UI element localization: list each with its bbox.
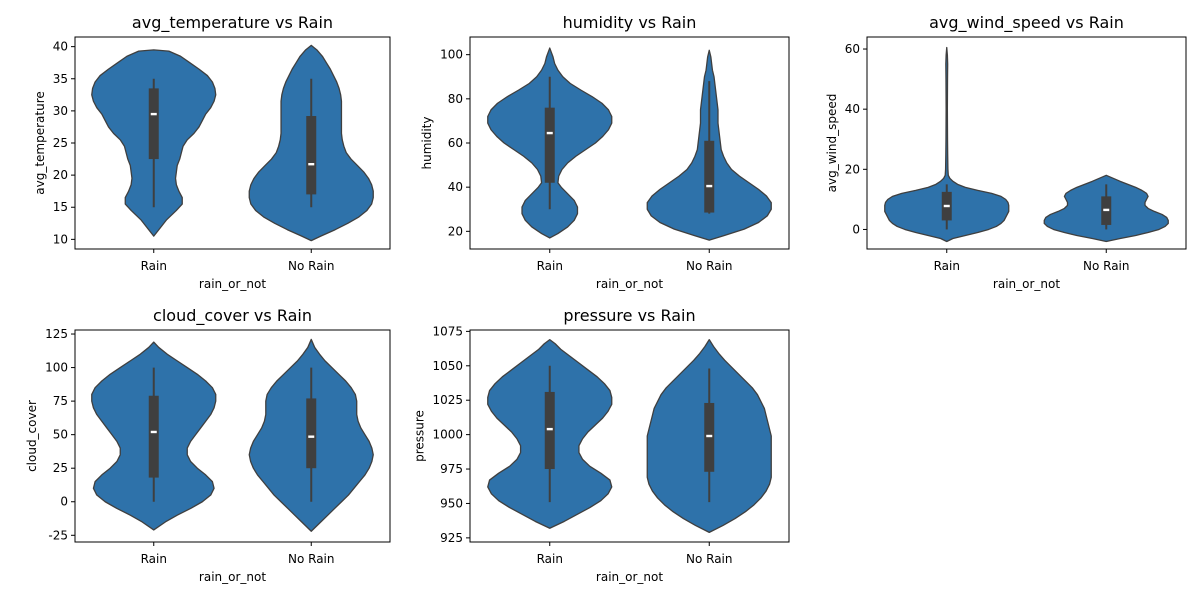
- median-marker-no-rain: [706, 434, 713, 438]
- x-tick-label-no-rain: No Rain: [288, 259, 335, 273]
- x-axis-label: rain_or_not: [596, 570, 663, 584]
- y-tick-label: 10: [53, 232, 68, 246]
- y-axis-label: cloud_cover: [25, 400, 39, 472]
- y-tick-label: 100: [440, 48, 463, 62]
- subplot-avg-temperature: avg_temperature vs Rain 10 15 20 25 30 35 40 Rai…: [33, 13, 391, 291]
- y-tick-label: 25: [53, 461, 68, 475]
- median-marker-rain: [546, 131, 553, 135]
- chart-title: avg_temperature vs Rain: [132, 13, 333, 33]
- chart-title: avg_wind_speed vs Rain: [929, 13, 1124, 33]
- violin-rain: [884, 46, 1010, 243]
- y-tick-label: 40: [845, 102, 860, 116]
- chart-title: humidity vs Rain: [563, 13, 697, 32]
- iqr-box-no-rain: [704, 402, 715, 472]
- y-tick-label: 1075: [432, 324, 463, 338]
- subplot-avg-wind-speed: avg_wind_speed vs Rain 0 20 40 60 Rain No Rain…: [825, 13, 1187, 291]
- x-axis-label: rain_or_not: [596, 277, 663, 291]
- iqr-box-rain: [148, 88, 159, 160]
- iqr-box-no-rain: [306, 116, 317, 195]
- y-tick-label: 80: [448, 92, 463, 106]
- median-marker-no-rain: [308, 435, 315, 438]
- x-tick-label-rain: Rain: [537, 259, 563, 273]
- y-tick-label: 20: [845, 162, 860, 176]
- axes-frame: [74, 329, 391, 543]
- x-tick-label-no-rain: No Rain: [1083, 259, 1130, 273]
- median-marker-rain: [943, 204, 950, 208]
- y-tick-label: 100: [45, 361, 68, 375]
- x-tick-label-rain: Rain: [141, 552, 167, 566]
- y-tick-label: 15: [53, 200, 68, 214]
- y-axis-label: avg_wind_speed: [825, 94, 839, 193]
- x-tick-label-no-rain: No Rain: [686, 552, 733, 566]
- x-tick-label-no-rain: No Rain: [288, 552, 335, 566]
- x-tick-label-rain: Rain: [537, 552, 563, 566]
- y-axis-label: avg_temperature: [33, 91, 47, 195]
- y-tick-label: 30: [53, 104, 68, 118]
- iqr-box-rain: [544, 391, 555, 470]
- chart-title: pressure vs Rain: [563, 306, 695, 325]
- y-tick-label: 975: [440, 462, 463, 476]
- x-axis-label: rain_or_not: [199, 570, 266, 584]
- y-tick-label: -25: [48, 528, 68, 542]
- y-tick-label: 1000: [432, 428, 463, 442]
- y-tick-label: 0: [852, 222, 860, 236]
- y-tick-label: 20: [448, 224, 463, 238]
- y-tick-label: 125: [45, 327, 68, 341]
- axes-frame: [866, 36, 1187, 250]
- subplot-pressure: pressure vs Rain 925 950 975 1000 1025 1050 107…: [413, 306, 790, 584]
- y-tick-label: 20: [53, 168, 68, 182]
- y-tick-label: 950: [440, 496, 463, 510]
- y-tick-label: 1025: [432, 393, 463, 407]
- median-marker-no-rain: [308, 163, 315, 166]
- y-tick-label: 35: [53, 72, 68, 86]
- median-marker-rain: [150, 112, 157, 116]
- subplot-cloud-cover: cloud_cover vs Rain -25 0 25 50 75 100 125 Rain N…: [25, 306, 391, 584]
- y-tick-label: 0: [60, 495, 68, 509]
- iqr-box-no-rain: [704, 140, 715, 213]
- y-tick-label: 1050: [432, 359, 463, 373]
- x-tick-label-rain: Rain: [141, 259, 167, 273]
- iqr-box-no-rain: [306, 398, 317, 469]
- y-tick-label: 75: [53, 394, 68, 408]
- y-tick-label: 40: [448, 180, 463, 194]
- y-tick-label: 40: [53, 40, 68, 54]
- median-marker-rain: [546, 427, 553, 431]
- x-axis-label: rain_or_not: [993, 277, 1060, 291]
- y-tick-label: 60: [845, 42, 860, 56]
- median-marker-no-rain: [706, 184, 713, 188]
- median-marker-no-rain: [1103, 208, 1110, 212]
- iqr-box-rain: [544, 107, 555, 183]
- y-axis-label: pressure: [413, 410, 427, 462]
- y-tick-label: 60: [448, 136, 463, 150]
- y-tick-label: 925: [440, 531, 463, 545]
- iqr-box-rain: [148, 395, 159, 478]
- median-marker-rain: [150, 430, 157, 434]
- y-tick-label: 25: [53, 136, 68, 150]
- x-tick-label-rain: Rain: [934, 259, 960, 273]
- x-tick-label-no-rain: No Rain: [686, 259, 733, 273]
- x-axis-label: rain_or_not: [199, 277, 266, 291]
- axes-frame: [469, 329, 790, 543]
- y-tick-label: 50: [53, 428, 68, 442]
- subplot-humidity: humidity vs Rain 20 40 60 80 100 Rain No Rain ra…: [420, 13, 790, 291]
- chart-title: cloud_cover vs Rain: [153, 306, 312, 326]
- y-axis-label: humidity: [420, 117, 434, 170]
